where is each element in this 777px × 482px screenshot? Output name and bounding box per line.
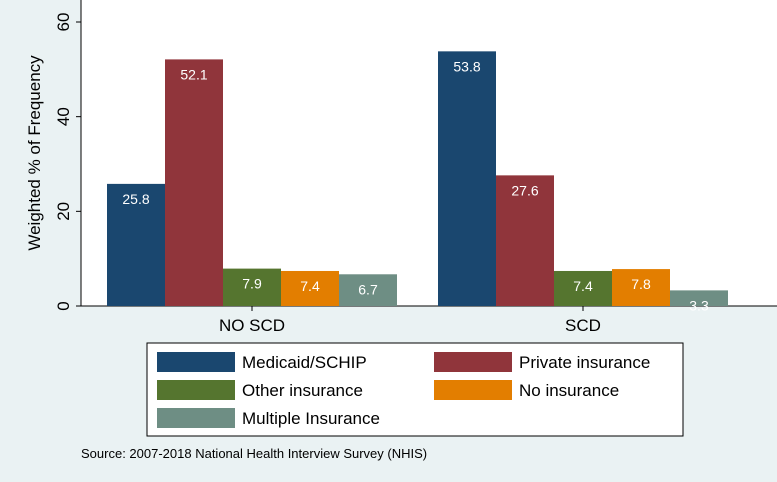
bar-value-label: 6.7 [358,281,378,297]
category-label: NO SCD [219,316,285,335]
bar-value-label: 52.1 [180,66,207,82]
bar-value-label: 25.8 [122,191,149,207]
legend-swatch [157,380,235,400]
bar-value-label: 7.8 [631,276,651,292]
legend-label: Private insurance [519,353,650,372]
bar [496,175,554,306]
bar-value-label: 7.4 [573,278,593,294]
legend-label: No insurance [519,381,619,400]
legend: Medicaid/SCHIP Private insurance Other ins… [157,352,650,428]
y-tick-label: 60 [54,13,73,32]
bar [438,51,496,307]
category-labels: NO SCD SCD [219,306,601,335]
bar [223,268,281,306]
legend-label: Medicaid/SCHIP [242,353,367,372]
y-axis-ticks: 0 20 40 60 [54,13,81,311]
bar [165,59,223,306]
y-axis-title: Weighted % of Frequency [25,55,44,251]
category-label: SCD [565,316,601,335]
bar [554,270,612,306]
legend-label: Other insurance [242,381,363,400]
bar-value-label: 27.6 [511,182,538,198]
legend-box [146,342,684,437]
legend-swatch [434,352,512,372]
y-tick-label: 20 [54,202,73,221]
y-tick-label: 0 [54,301,73,310]
bar-value-label: 3.3 [689,297,709,313]
bar-value-label: 7.9 [242,276,262,292]
bar [107,183,165,306]
legend-swatch [157,352,235,372]
source-note: Source: 2007-2018 National Health Interv… [81,446,427,461]
bar [281,270,339,306]
bars [107,51,728,307]
legend-swatch [434,380,512,400]
y-tick-label: 40 [54,107,73,126]
bar-value-label: 7.4 [300,278,320,294]
bar [339,274,397,306]
legend-swatch [157,408,235,428]
bar-value-label: 53.8 [453,58,480,74]
bar [612,269,670,306]
bar-labels: 25.8 52.1 7.9 7.4 6.7 53.8 27.6 7.4 7.8 3.3 [122,58,709,313]
legend-label: Multiple Insurance [242,409,380,428]
bar [670,290,728,306]
